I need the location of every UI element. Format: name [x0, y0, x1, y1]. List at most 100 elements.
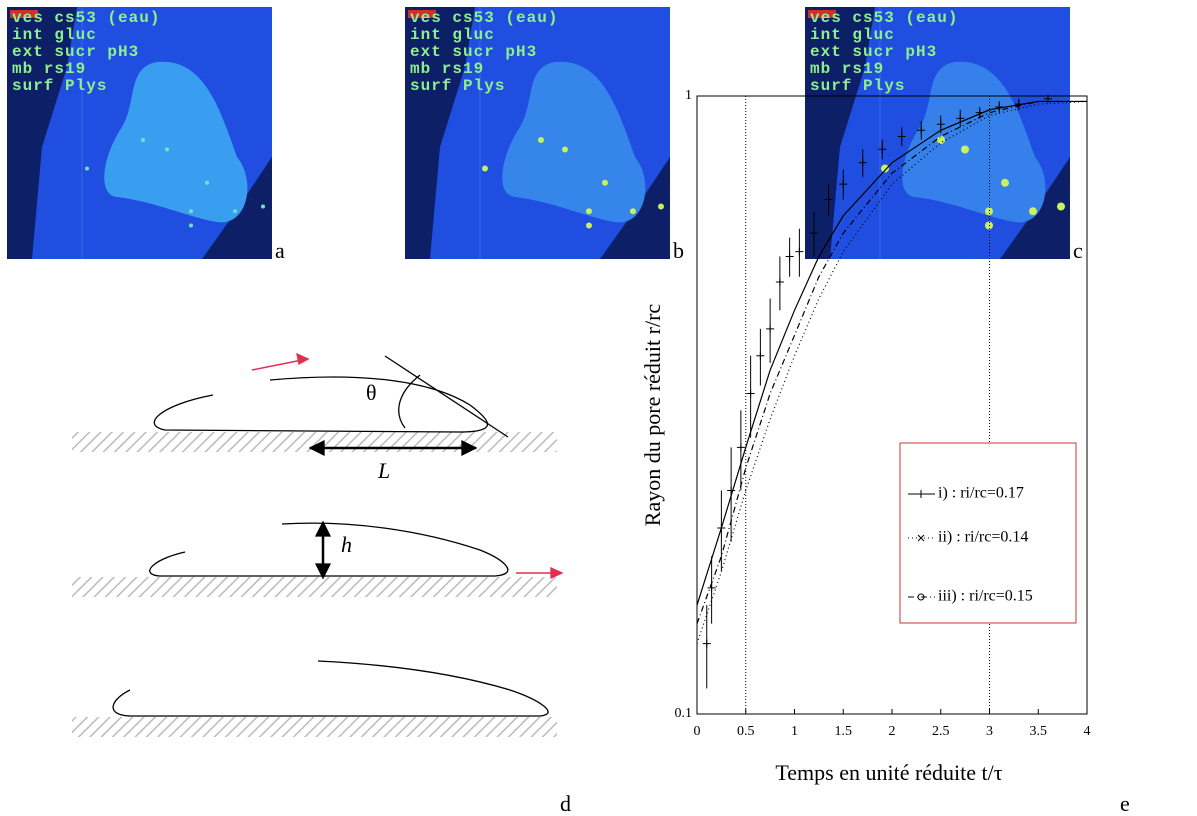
bright-spot: [586, 208, 592, 215]
x-axis-label: Temps en unité réduite t/τ: [775, 760, 1002, 785]
bright-spot: [937, 136, 945, 144]
vesicle: [902, 61, 1046, 223]
panel-label: c: [1073, 238, 1083, 263]
bright-spot: [881, 164, 889, 173]
legend-label: ii) : ri/rc=0.14: [938, 529, 1028, 546]
data-point: [702, 639, 711, 648]
y-tick-label: 0.1: [675, 706, 693, 721]
legend-label: i) : ri/rc=0.17: [938, 485, 1024, 502]
length-label: L: [377, 458, 390, 483]
legend-marker: [917, 534, 925, 542]
dark-region: [7, 7, 77, 259]
data-point: [727, 486, 736, 495]
y-axis-label: Rayon du pore réduit r/rc: [640, 304, 665, 527]
bright-spot: [1057, 202, 1065, 211]
vesicle: [502, 61, 646, 223]
bright-spot: [630, 208, 636, 215]
panel-label: d: [560, 791, 571, 816]
data-point: [897, 132, 906, 141]
data-point: [775, 278, 784, 287]
overlay-text: ext sucr pH3: [410, 43, 537, 61]
bright-spot: [1029, 207, 1037, 216]
vesicle: [104, 61, 248, 223]
dark-region: [600, 157, 670, 259]
data-point: [795, 247, 804, 256]
overlay-text: int gluc: [810, 26, 895, 44]
data-point: [975, 108, 984, 117]
bright-spot: [261, 204, 265, 209]
legend-box: [899, 442, 1077, 624]
scale-marker: [808, 10, 836, 18]
x-tick-label: 3.5: [1030, 724, 1048, 739]
tangent-line: [384, 355, 509, 438]
height-label: h: [341, 532, 352, 557]
dark-region: [805, 7, 875, 259]
bright-spot: [538, 137, 544, 143]
overlay-text: ves cs53 (eau): [12, 9, 160, 27]
data-point: [1014, 100, 1023, 109]
bright-spot: [658, 203, 664, 210]
legend-marker: [917, 593, 925, 601]
dark-region: [202, 157, 272, 259]
overlay-text: ext sucr pH3: [810, 43, 937, 61]
bright-spot: [205, 180, 209, 185]
dark-region: [1000, 157, 1070, 259]
bright-spot: [1001, 178, 1009, 187]
x-tick-label: 4: [1084, 724, 1091, 739]
model-curve: [696, 100, 1087, 624]
overlay-text: mb rs19: [810, 60, 884, 78]
overlay-text: surf Plys: [810, 77, 905, 95]
substrate: [72, 717, 557, 737]
x-tick-label: 0: [694, 724, 701, 739]
arrow-head: [296, 352, 310, 366]
data-point: [936, 120, 945, 129]
data-point: [839, 180, 848, 189]
x-tick-label: 2: [889, 724, 896, 739]
bright-spot: [141, 138, 145, 142]
data-point: [917, 126, 926, 135]
data-point: [995, 102, 1004, 111]
x-tick-label: 1: [791, 724, 798, 739]
drop-outline: [149, 522, 509, 577]
data-point: [810, 229, 818, 238]
drop-outline: [112, 660, 549, 717]
overlay-text: surf Plys: [12, 77, 107, 95]
overlay-text: ext sucr pH3: [12, 43, 139, 61]
overlay-text: mb rs19: [12, 60, 86, 78]
overlay-text: ves cs53 (eau): [810, 9, 958, 27]
panel-label: b: [673, 238, 684, 263]
model-curve: [696, 100, 1087, 606]
overlay-text: int gluc: [12, 26, 97, 44]
motion-arrow: [251, 359, 303, 371]
bright-spot: [961, 145, 969, 154]
bright-spot: [482, 165, 488, 172]
bright-spot: [233, 209, 237, 214]
scale-marker: [408, 10, 436, 18]
angle-label: θ: [366, 380, 377, 405]
data-point: [766, 324, 775, 333]
overlay-text: ves cs53 (eau): [410, 9, 558, 27]
bright-spot: [189, 209, 193, 214]
bright-spot: [586, 222, 592, 229]
x-tick-label: 2.5: [932, 724, 950, 739]
arrow-head: [308, 439, 478, 457]
bright-spot: [562, 146, 568, 153]
data-point: [736, 443, 745, 452]
overlay-text: int gluc: [410, 26, 495, 44]
data-point: [707, 583, 716, 592]
bright-spot: [85, 166, 89, 171]
data-point: [824, 195, 833, 204]
data-point: [956, 114, 965, 123]
bright-spot: [165, 147, 169, 152]
bright-spot: [985, 207, 993, 216]
data-point: [785, 252, 794, 261]
data-point: [756, 351, 765, 360]
panel-label: a: [275, 238, 285, 263]
x-tick-label: 1.5: [835, 724, 853, 739]
x-tick-label: 3: [986, 724, 993, 739]
substrate: [72, 577, 557, 597]
x-tick-label: 0.5: [737, 724, 755, 739]
